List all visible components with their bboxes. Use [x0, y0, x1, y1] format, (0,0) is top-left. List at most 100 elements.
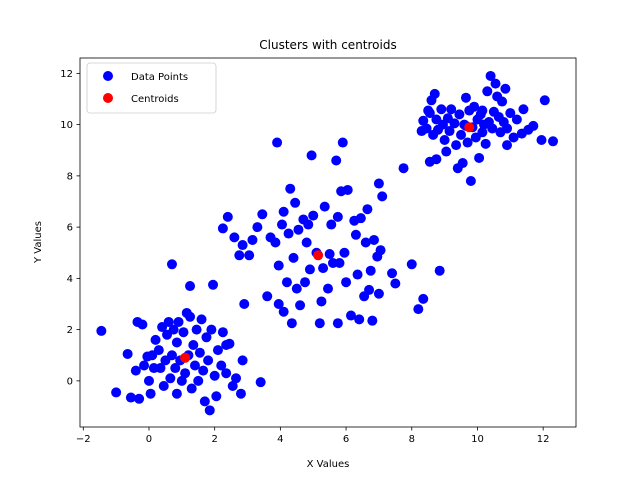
- data-point-10: [143, 375, 154, 386]
- data-point-81: [277, 219, 288, 230]
- data-point-205: [497, 96, 508, 107]
- data-point-85: [283, 228, 294, 239]
- data-point-70: [237, 240, 248, 251]
- y-tick-label: 10: [60, 120, 73, 131]
- data-point-202: [431, 154, 442, 165]
- data-point-57: [221, 368, 232, 379]
- data-point-8: [139, 360, 150, 371]
- data-point-133: [373, 288, 384, 299]
- y-tick-label: 6: [67, 223, 73, 234]
- data-point-179: [482, 86, 493, 97]
- data-point-125: [360, 237, 371, 248]
- data-point-27: [171, 337, 182, 348]
- data-point-50: [206, 324, 217, 335]
- data-point-207: [424, 108, 435, 119]
- data-point-140: [413, 304, 424, 315]
- data-point-26: [170, 363, 181, 374]
- y-axis-label: Y Values: [33, 221, 44, 264]
- data-point-86: [285, 183, 296, 194]
- data-point-77: [270, 237, 281, 248]
- legend-label-data-points: Data Points: [131, 72, 188, 83]
- data-point-73: [252, 222, 263, 233]
- data-point-11: [145, 388, 156, 399]
- data-point-204: [477, 105, 488, 116]
- data-point-24: [166, 350, 177, 361]
- data-point-163: [456, 129, 467, 140]
- data-point-164: [457, 158, 468, 169]
- data-point-97: [304, 264, 315, 275]
- data-point-91: [293, 224, 304, 235]
- data-point-48: [203, 355, 214, 366]
- data-point-128: [365, 265, 376, 276]
- data-point-127: [364, 284, 375, 295]
- data-point-84: [281, 277, 292, 288]
- data-point-206: [516, 128, 527, 139]
- data-point-138: [398, 163, 409, 174]
- data-point-38: [186, 383, 197, 394]
- data-point-184: [490, 78, 501, 89]
- data-point-92: [295, 300, 306, 311]
- data-point-135: [377, 191, 388, 202]
- data-point-162: [454, 109, 465, 120]
- data-point-158: [446, 104, 457, 115]
- data-point-39: [188, 340, 199, 350]
- data-point-132: [373, 178, 384, 189]
- data-point-169: [465, 176, 476, 186]
- data-point-116: [341, 277, 352, 288]
- data-point-166: [460, 92, 471, 103]
- data-point-123: [355, 213, 366, 224]
- data-point-56: [217, 327, 228, 338]
- y-axis-ticks: 0 2 4 6 8 10 12: [60, 69, 80, 387]
- data-point-191: [502, 123, 513, 134]
- y-tick-label: 8: [67, 171, 73, 182]
- data-point-105: [323, 283, 333, 294]
- data-point-68: [229, 232, 240, 243]
- data-point-75: [262, 291, 273, 302]
- data-point-95: [301, 237, 312, 248]
- data-point-45: [198, 365, 209, 376]
- data-point-16: [155, 363, 166, 374]
- data-point-99: [308, 210, 319, 221]
- centroid-point-2: [464, 122, 475, 133]
- data-point-194: [511, 114, 522, 125]
- data-point-112: [334, 258, 345, 268]
- data-point-176: [477, 127, 488, 138]
- data-point-106: [324, 249, 335, 260]
- centroid-point-1: [313, 250, 324, 261]
- data-point-53: [211, 391, 222, 402]
- data-point-40: [189, 360, 200, 371]
- data-point-60: [231, 373, 242, 384]
- data-point-65: [239, 299, 250, 309]
- data-point-139: [406, 259, 417, 270]
- data-point-79: [273, 299, 284, 309]
- data-point-152: [436, 104, 447, 115]
- data-point-120: [350, 229, 361, 240]
- data-point-87: [286, 318, 297, 329]
- data-point-102: [316, 296, 327, 307]
- data-point-160: [451, 140, 462, 151]
- data-point-0: [96, 325, 107, 336]
- data-point-142: [418, 115, 429, 126]
- data-point-195: [518, 104, 529, 115]
- data-point-31: [176, 375, 187, 386]
- y-tick-label: 12: [60, 69, 73, 80]
- data-point-189: [500, 83, 511, 94]
- x-tick-label: 6: [343, 434, 349, 445]
- data-point-107: [326, 219, 337, 230]
- data-point-59: [227, 381, 238, 391]
- x-tick-label: 8: [409, 434, 415, 445]
- legend-box: [86, 62, 217, 114]
- data-point-103: [318, 263, 329, 274]
- legend-label-centroids: Centroids: [131, 94, 179, 105]
- data-point-201: [416, 126, 427, 137]
- data-point-96: [303, 219, 314, 230]
- data-point-159: [449, 118, 460, 129]
- data-point-101: [314, 318, 325, 329]
- data-point-4: [130, 365, 141, 376]
- data-point-121: [352, 269, 363, 280]
- data-point-198: [536, 135, 547, 145]
- data-point-78: [272, 137, 283, 148]
- series-0: [96, 70, 559, 416]
- data-point-36: [185, 281, 196, 292]
- chart-title: Clusters with centroids: [259, 38, 396, 52]
